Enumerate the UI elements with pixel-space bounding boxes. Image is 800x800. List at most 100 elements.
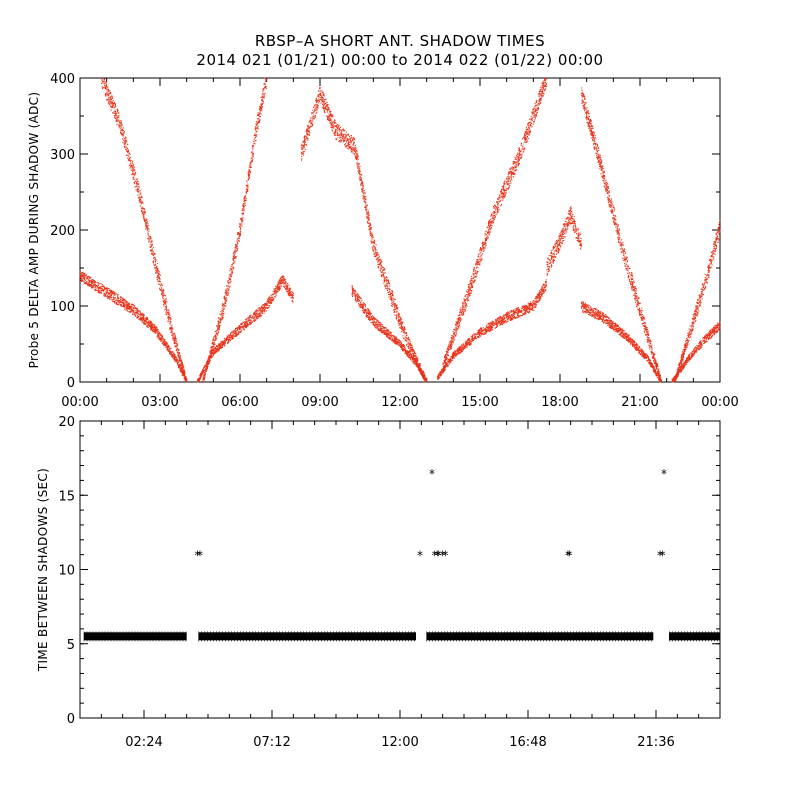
data-point <box>103 288 105 290</box>
data-point <box>174 333 176 335</box>
data-point <box>119 131 121 133</box>
data-point <box>181 365 183 367</box>
data-point <box>333 126 335 128</box>
data-point <box>391 336 393 338</box>
data-point <box>245 200 247 202</box>
data-point <box>179 355 181 357</box>
data-point <box>386 288 388 290</box>
data-point <box>247 317 249 319</box>
data-point <box>241 208 243 210</box>
data-point <box>161 334 163 336</box>
data-point <box>265 307 267 309</box>
data-point <box>265 303 267 305</box>
data-point <box>205 365 207 367</box>
data-point <box>174 339 176 341</box>
data-point <box>176 358 178 360</box>
data-point <box>119 128 121 130</box>
data-point <box>374 249 376 251</box>
data-point <box>351 148 353 150</box>
data-point <box>322 106 324 108</box>
data-point <box>215 337 217 339</box>
data-point <box>155 326 157 328</box>
data-point <box>123 143 125 145</box>
data-point <box>82 273 84 275</box>
data-point <box>199 377 201 379</box>
data-point <box>156 278 158 280</box>
x-tick-label: 12:00 <box>381 395 418 410</box>
data-point <box>135 312 137 314</box>
data-point <box>385 277 387 279</box>
data-point <box>422 370 424 372</box>
data-point <box>255 140 257 142</box>
data-point <box>120 302 122 304</box>
data-point <box>182 366 184 368</box>
data-point <box>134 313 136 315</box>
data-point <box>278 280 280 282</box>
data-point <box>106 92 108 94</box>
data-point <box>259 106 261 108</box>
data-point <box>99 291 101 293</box>
data-point <box>222 344 224 346</box>
data-point <box>396 338 398 340</box>
data-point <box>135 306 137 308</box>
data-point <box>111 101 113 103</box>
data-point <box>367 309 369 311</box>
data-point <box>345 131 347 133</box>
data-point <box>99 286 101 288</box>
data-point <box>232 262 234 264</box>
data-point <box>223 295 225 297</box>
data-point <box>224 340 226 342</box>
data-point <box>160 289 162 291</box>
data-point <box>341 133 343 135</box>
data-point <box>127 304 129 306</box>
data-point <box>170 351 172 353</box>
data-point <box>221 315 223 317</box>
data-point <box>137 315 139 317</box>
data-point <box>252 152 254 154</box>
data-point <box>163 300 165 302</box>
data-point <box>218 324 220 326</box>
data-point <box>233 335 235 337</box>
data-point <box>318 94 320 96</box>
data-point <box>240 323 242 325</box>
data-point <box>412 354 414 356</box>
data-point <box>341 131 343 133</box>
data-point <box>84 274 86 276</box>
data-point <box>179 367 181 369</box>
data-point <box>278 286 280 288</box>
data-point <box>210 353 212 355</box>
data-point <box>142 318 144 320</box>
data-point <box>179 360 181 362</box>
data-point <box>246 324 248 326</box>
data-point <box>202 376 204 378</box>
data-point <box>308 127 310 129</box>
data-point <box>215 351 217 353</box>
data-point <box>396 337 398 339</box>
data-point <box>319 87 321 89</box>
data-point <box>175 338 177 340</box>
data-point <box>368 214 370 216</box>
data-point <box>164 303 166 305</box>
data-point <box>331 114 333 116</box>
data-point <box>156 276 158 278</box>
data-point <box>392 298 394 300</box>
data-point <box>169 348 171 350</box>
data-point <box>229 335 231 337</box>
data-point <box>171 328 173 330</box>
data-point <box>349 141 351 143</box>
data-point <box>220 346 222 348</box>
data-point <box>243 208 245 210</box>
data-point <box>158 332 160 334</box>
data-point <box>245 326 247 328</box>
data-point <box>250 314 252 316</box>
data-point <box>82 278 84 280</box>
data-point <box>303 140 305 142</box>
data-point <box>87 285 89 287</box>
data-point <box>325 108 327 110</box>
data-point <box>219 344 221 346</box>
data-point <box>304 144 306 146</box>
data-point <box>323 103 325 105</box>
data-point <box>167 346 169 348</box>
data-point <box>164 294 166 296</box>
data-point <box>181 360 183 362</box>
